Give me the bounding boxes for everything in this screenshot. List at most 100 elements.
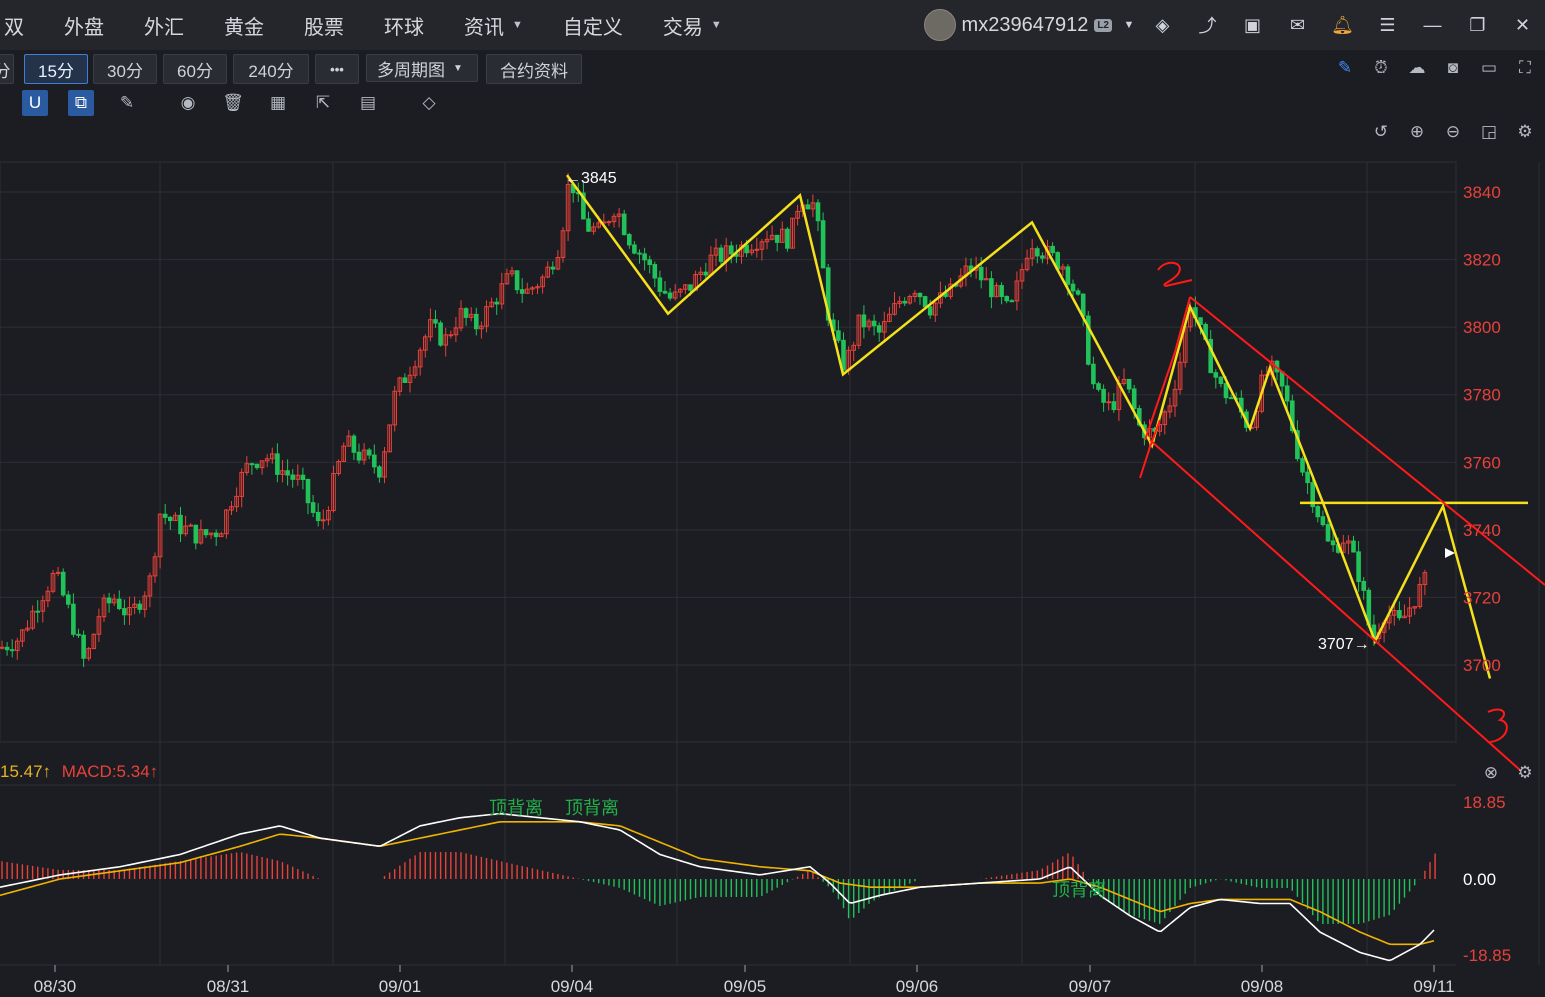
period-button-240m[interactable]: 240分 [233,54,309,84]
candle-body [606,221,612,224]
down-candle [1361,576,1367,600]
layers-icon[interactable]: ◈ [1155,14,1170,35]
candle-body [713,247,719,256]
up-candle [458,300,464,332]
nav-item-0[interactable]: 双 [0,0,44,50]
fullscreen-icon[interactable]: ⛶ [1519,58,1531,77]
red-channel-upper [1189,296,1545,586]
period-button-60m[interactable]: 60分 [163,54,227,84]
up-candle [101,594,107,622]
candle-body [438,322,443,346]
zoom-in-icon[interactable]: ⊕ [1409,122,1425,141]
candle-body [545,266,551,278]
period-button-30m[interactable]: 30分 [93,54,157,84]
candle-body [825,267,831,321]
redirect-icon[interactable]: ⤴ [1198,16,1217,36]
candle-body [453,327,459,336]
period-button-15m[interactable]: 15分 [24,54,88,84]
settings-icon[interactable]: ⚙ [1517,122,1533,141]
monitor-icon[interactable]: ▭ [1480,58,1498,77]
down-candle [254,463,260,470]
camera-box-icon[interactable]: ▣ [1243,14,1261,35]
multi-period-button[interactable]: 多周期图 ▼ [366,54,478,82]
up-candle [387,424,392,453]
candle-body [795,210,800,219]
list-icon[interactable]: ☰ [1379,14,1396,35]
avatar[interactable] [923,9,956,41]
candle-body [1361,580,1367,591]
up-candle [219,531,224,538]
indicator-settings-icon[interactable]: ⚙ [1517,763,1533,782]
candle-body [356,451,362,461]
top-nav-bar: 双 外盘 外汇 黄金 股票 环球 资讯 ▼ 自定义 交易 ▼ mx239647912 L2 ▼ ◈ … [0,0,1545,50]
eye-icon[interactable]: ◉ [180,93,196,112]
up-candle [545,261,551,279]
nav-item-8[interactable]: 交易 ▼ [643,0,742,50]
layout-icon[interactable]: ◲ [1480,122,1498,141]
alarm-icon[interactable]: ⏰︎ [1374,58,1388,77]
candle-body [927,306,933,316]
down-candle [1009,299,1015,303]
undo-icon[interactable]: ↺ [1373,122,1389,141]
dea-line [0,821,1435,946]
up-candle [499,272,505,310]
camera-icon[interactable]: ◙ [1447,58,1459,77]
date-tick-label: 09/08 [1241,977,1284,996]
candle-body [591,226,596,232]
pen-icon[interactable]: ✎ [1337,58,1353,77]
candle-body [484,306,489,327]
trash-icon[interactable]: 🗑︎ [222,93,244,112]
nav-item-6[interactable]: 资讯 ▼ [444,0,543,50]
candle-body [157,513,163,558]
username[interactable]: mx239647912 [961,13,1089,36]
candle-body [1060,266,1066,270]
zoom-out-icon[interactable]: ⊖ [1445,122,1461,141]
candle-body [866,320,872,328]
candle-body [417,349,423,368]
down-candle [290,469,295,488]
up-candle [173,512,178,522]
export-icon[interactable]: ⇱ [315,93,331,112]
up-candle [428,308,433,342]
down-candle [841,332,846,374]
candle-body [326,510,331,521]
more-periods-button[interactable]: ••• [315,54,359,84]
down-candle [1004,295,1010,304]
pencil-icon[interactable]: ✎ [119,93,135,112]
nav-item-1[interactable]: 外盘 [44,0,124,50]
down-candle [372,444,377,474]
candle-body [1096,383,1101,390]
comment-icon[interactable]: ▤ [359,93,377,112]
ruler-icon[interactable]: ◇ [422,93,436,112]
magnet-icon[interactable]: U [22,90,48,116]
user-dropdown-icon[interactable]: ▼ [1123,19,1135,31]
nav-item-2[interactable]: 外汇 [124,0,204,50]
bell-icon[interactable]: 🔔︎ [1331,14,1354,35]
nav-item-3[interactable]: 黄金 [204,0,284,50]
copy-shape-icon[interactable]: ⧉ [68,90,94,116]
up-candle [484,300,489,333]
nav-item-7[interactable]: 自定义 [543,0,643,50]
period-toolbar: 分 15分 30分 60分 240分 ••• 多周期图 ▼ 合约资料 ✎ ⏰︎ … [0,52,1545,86]
grid-icon[interactable]: ▦ [269,93,287,112]
candle-body [621,213,627,236]
minimize-icon[interactable]: — [1423,14,1442,35]
period-button-min[interactable]: 分 [0,54,14,84]
restore-icon[interactable]: ❐ [1469,14,1486,35]
candle-body [1086,315,1091,365]
nav-item-4[interactable]: 股票 [284,0,364,50]
up-candle [1422,569,1428,596]
handwritten-1 [1139,419,1161,479]
nav-item-label: 环球 [384,16,424,39]
close-icon[interactable]: ✕ [1514,14,1531,35]
candle-body [1218,376,1224,385]
cloud-icon[interactable]: ☁ [1408,58,1426,77]
contract-info-button[interactable]: 合约资料 [486,54,582,84]
candle-body [208,532,214,536]
down-candle [351,433,357,461]
candle-body [509,270,515,275]
mail-icon[interactable]: ✉ [1289,14,1306,35]
close-indicator-icon[interactable]: ⊗ [1483,763,1499,782]
nav-item-5[interactable]: 环球 [364,0,444,50]
